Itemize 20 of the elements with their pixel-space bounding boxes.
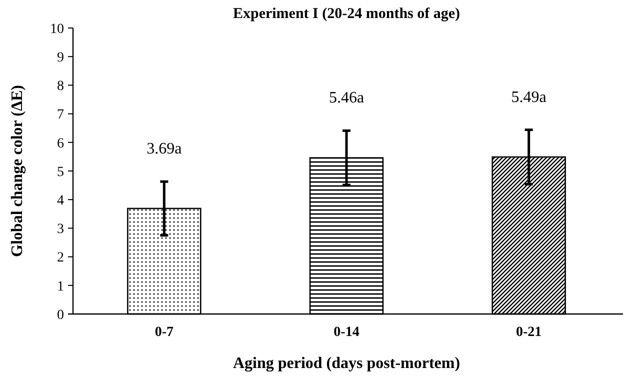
data-label: 3.69a	[146, 140, 182, 158]
x-tick-label: 0-7	[154, 325, 174, 340]
y-tick-label: 0	[57, 308, 64, 323]
y-tick-label: 4	[57, 194, 64, 208]
y-tick-label: 6	[57, 136, 64, 152]
x-tick-label: 0-21	[516, 325, 542, 340]
chart-title: Experiment I (20-24 months of age)	[232, 6, 460, 22]
data-label: 5.49a	[511, 88, 546, 106]
y-tick-label: 10	[50, 22, 64, 37]
y-tick-label: 5	[57, 164, 64, 180]
y-tick-label: 7	[57, 108, 64, 123]
y-tick-label: 8	[57, 79, 64, 94]
y-axis-title: Global change color (ΔE)	[9, 85, 26, 257]
x-axis-title: Aging period (days post-mortem)	[232, 355, 460, 372]
y-tick-label: 2	[57, 250, 64, 266]
y-tick-label: 1	[57, 279, 64, 294]
x-tick-label: 0-14	[334, 325, 360, 340]
data-label: 5.46a	[328, 90, 364, 107]
y-tick-label: 3	[57, 222, 64, 238]
y-tick-label: 9	[57, 50, 64, 66]
